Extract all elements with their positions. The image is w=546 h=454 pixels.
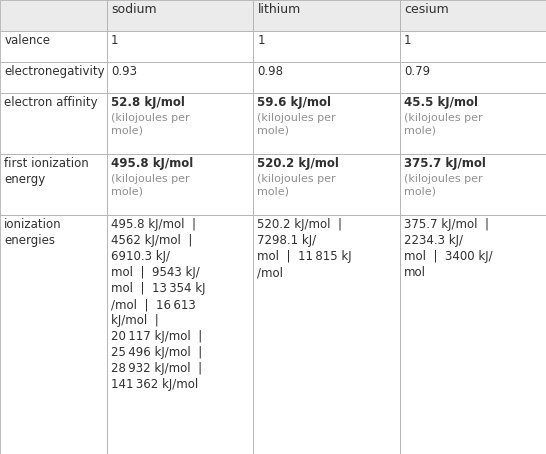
- Text: 375.7 kJ/mol  |
2234.3 kJ/
mol  |  3400 kJ/
mol: 375.7 kJ/mol | 2234.3 kJ/ mol | 3400 kJ/…: [404, 218, 492, 279]
- Bar: [0, 62, 106, 93]
- Text: sodium: sodium: [111, 3, 157, 16]
- Bar: [253, 0, 400, 31]
- Bar: [400, 0, 546, 31]
- Bar: [0, 0, 106, 31]
- Bar: [106, 0, 253, 31]
- Text: 45.5 kJ/mol: 45.5 kJ/mol: [404, 96, 478, 109]
- Text: 52.8 kJ/mol: 52.8 kJ/mol: [111, 96, 185, 109]
- Text: 495.8 kJ/mol  |
4562 kJ/mol  |
6910.3 kJ/
mol  |  9543 kJ/
mol  |  13 354 kJ
/mo: 495.8 kJ/mol | 4562 kJ/mol | 6910.3 kJ/ …: [111, 218, 205, 391]
- Text: cesium: cesium: [404, 3, 449, 16]
- Bar: [106, 215, 253, 454]
- Bar: [400, 93, 546, 154]
- Text: (kilojoules per
mole): (kilojoules per mole): [111, 174, 189, 197]
- Text: 520.2 kJ/mol  |
7298.1 kJ/
mol  |  11 815 kJ
/mol: 520.2 kJ/mol | 7298.1 kJ/ mol | 11 815 k…: [257, 218, 352, 279]
- Bar: [0, 93, 106, 154]
- Bar: [253, 62, 400, 93]
- Bar: [400, 31, 546, 62]
- Text: (kilojoules per
mole): (kilojoules per mole): [257, 174, 336, 197]
- Bar: [400, 62, 546, 93]
- Text: valence: valence: [4, 34, 50, 47]
- Text: lithium: lithium: [257, 3, 301, 16]
- Bar: [400, 154, 546, 215]
- Bar: [106, 31, 253, 62]
- Text: ionization
energies: ionization energies: [4, 218, 62, 247]
- Text: 0.98: 0.98: [257, 65, 283, 78]
- Bar: [253, 31, 400, 62]
- Bar: [106, 93, 253, 154]
- Text: (kilojoules per
mole): (kilojoules per mole): [404, 174, 483, 197]
- Bar: [0, 215, 106, 454]
- Bar: [0, 31, 106, 62]
- Text: (kilojoules per
mole): (kilojoules per mole): [257, 113, 336, 135]
- Text: 59.6 kJ/mol: 59.6 kJ/mol: [257, 96, 331, 109]
- Bar: [253, 154, 400, 215]
- Text: 1: 1: [404, 34, 411, 47]
- Text: first ionization
energy: first ionization energy: [4, 157, 89, 186]
- Text: 375.7 kJ/mol: 375.7 kJ/mol: [404, 157, 486, 170]
- Text: (kilojoules per
mole): (kilojoules per mole): [111, 113, 189, 135]
- Text: electronegativity: electronegativity: [4, 65, 105, 78]
- Text: 0.93: 0.93: [111, 65, 137, 78]
- Bar: [253, 215, 400, 454]
- Bar: [106, 62, 253, 93]
- Text: 495.8 kJ/mol: 495.8 kJ/mol: [111, 157, 193, 170]
- Text: 1: 1: [257, 34, 265, 47]
- Text: 1: 1: [111, 34, 118, 47]
- Bar: [106, 154, 253, 215]
- Text: electron affinity: electron affinity: [4, 96, 98, 109]
- Bar: [400, 215, 546, 454]
- Text: 520.2 kJ/mol: 520.2 kJ/mol: [257, 157, 339, 170]
- Text: 0.79: 0.79: [404, 65, 430, 78]
- Bar: [253, 93, 400, 154]
- Text: (kilojoules per
mole): (kilojoules per mole): [404, 113, 483, 135]
- Bar: [0, 154, 106, 215]
